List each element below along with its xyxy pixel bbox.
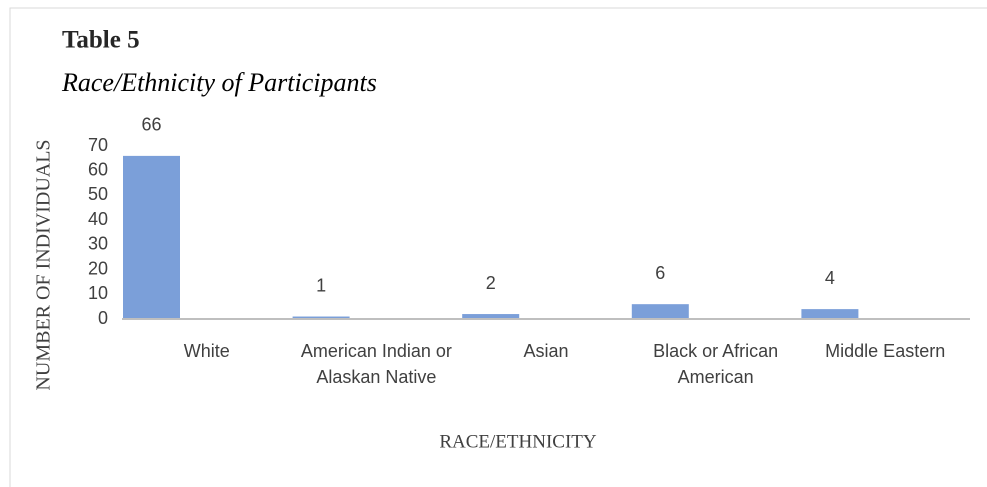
data-label: 66 (141, 115, 161, 135)
bar (631, 304, 689, 319)
chart-subtitle: Race/Ethnicity of Participants (61, 68, 377, 97)
bar (462, 314, 520, 319)
y-tick-label: 10 (88, 283, 108, 303)
x-axis-title: RACE/ETHNICITY (439, 431, 597, 452)
x-tick-label: American Indian or Alaskan Native (300, 341, 452, 387)
y-tick-label: 60 (88, 159, 108, 179)
chart-title: Table 5 (62, 27, 140, 54)
data-label: 2 (486, 273, 496, 293)
x-tick-label: Black or African American (653, 341, 779, 387)
y-tick-label: 40 (88, 209, 108, 229)
chart-border (9, 7, 987, 487)
y-tick-label: 70 (88, 135, 108, 155)
bar (123, 155, 180, 319)
x-tick-label: Asian (523, 341, 569, 361)
bar (801, 309, 859, 319)
data-label: 4 (825, 268, 835, 288)
x-tick-label: White (183, 341, 230, 361)
bar (292, 316, 350, 319)
y-axis-title: NUMBER OF INDIVIDUALS (33, 139, 55, 390)
y-tick-label: 20 (88, 258, 108, 278)
y-tick-label: 50 (88, 184, 108, 204)
data-label: 6 (655, 263, 665, 283)
x-tick-label: Middle Eastern (825, 341, 946, 361)
data-label: 1 (316, 275, 326, 295)
y-tick-label: 30 (88, 234, 108, 254)
y-tick-label: 0 (98, 308, 108, 328)
